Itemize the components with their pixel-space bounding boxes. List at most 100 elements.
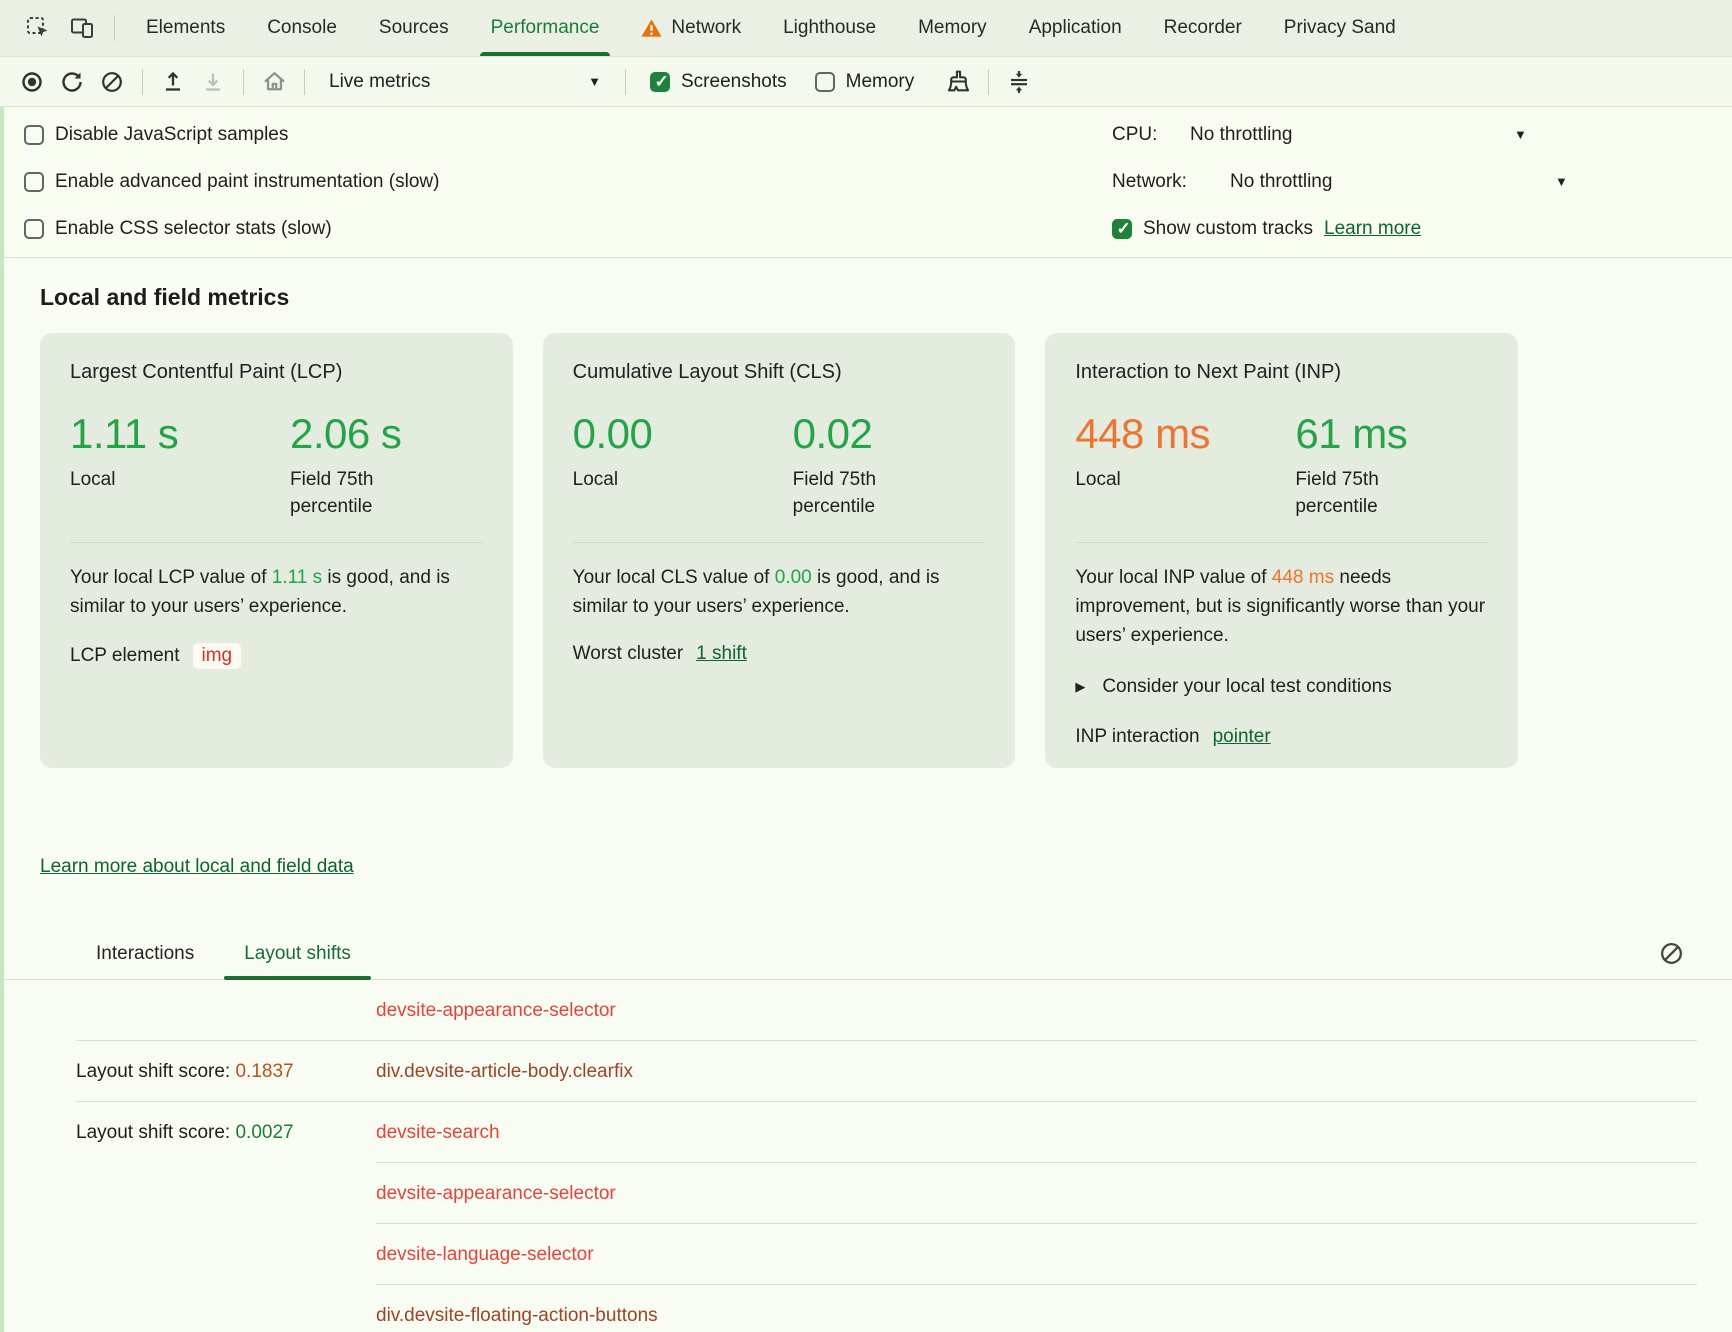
- block-icon: [1660, 943, 1682, 964]
- device-toolbar-button[interactable]: [60, 6, 104, 50]
- local-test-conditions-label: Consider your local test conditions: [1102, 676, 1392, 697]
- tab-recorder[interactable]: Recorder: [1163, 17, 1242, 38]
- lcp-field-value: 2.06 s: [290, 410, 402, 457]
- shift-node-link[interactable]: div.devsite-floating-action-buttons: [376, 1304, 658, 1326]
- tab-elements[interactable]: Elements: [146, 17, 226, 38]
- log-tab-bar: Interactions Layout shifts: [4, 928, 1732, 980]
- tab-interactions[interactable]: Interactions: [96, 942, 195, 964]
- network-throttling-select[interactable]: No throttling: [1230, 170, 1333, 192]
- separator: [304, 68, 305, 95]
- collect-garbage-button[interactable]: [938, 63, 978, 101]
- clear-log-button[interactable]: [1654, 937, 1688, 971]
- home-button[interactable]: [254, 63, 294, 101]
- record-button[interactable]: [12, 63, 52, 101]
- section-heading: Local and field metrics: [40, 284, 290, 310]
- tab-layout-shifts[interactable]: Layout shifts: [224, 928, 371, 980]
- reload-icon: [62, 71, 82, 92]
- lcp-local-value: 1.11 s: [70, 410, 179, 457]
- row-divider: [376, 1223, 1697, 1224]
- clear-button[interactable]: [92, 63, 132, 101]
- lcp-element-node-link[interactable]: img: [192, 643, 242, 669]
- screenshots-checkbox[interactable]: [650, 71, 670, 92]
- separator: [243, 68, 244, 95]
- shift-score-value: 0.0027: [235, 1121, 294, 1143]
- advanced-paint-checkbox[interactable]: [24, 171, 44, 192]
- inp-card: Interaction to Next Paint (INP) 448 ms L…: [1045, 333, 1518, 768]
- shift-node-link[interactable]: devsite-search: [376, 1121, 500, 1143]
- cpu-throttling-row: CPU: No throttling ▼: [1112, 111, 1724, 158]
- shift-node-link[interactable]: div.devsite-article-body.clearfix: [376, 1060, 633, 1082]
- lcp-field-label: Field 75th percentile: [290, 469, 374, 517]
- panel-tabs: Elements Console Sources Performance Net…: [125, 0, 1417, 56]
- tab-application[interactable]: Application: [1028, 17, 1122, 38]
- memory-checkbox[interactable]: [814, 71, 835, 92]
- history-dropdown[interactable]: Live metrics ▼: [315, 63, 615, 101]
- home-icon: [264, 72, 284, 91]
- cls-description: Your local CLS value of 0.00 is good, an…: [572, 567, 940, 617]
- lcp-card-title: Largest Contentful Paint (LCP): [70, 361, 343, 383]
- layout-shift-row: div.devsite-floating-action-buttons: [40, 1285, 1732, 1332]
- advanced-paint-toggle[interactable]: Enable advanced paint instrumentation (s…: [20, 158, 443, 205]
- tab-sources[interactable]: Sources: [378, 17, 449, 38]
- css-selector-stats-checkbox[interactable]: [24, 218, 44, 239]
- shift-score-value: 0.1837: [235, 1060, 294, 1082]
- shift-node-link[interactable]: devsite-appearance-selector: [376, 1182, 616, 1204]
- tab-network[interactable]: Network: [620, 0, 762, 56]
- warning-icon: [641, 19, 662, 37]
- inspect-element-button[interactable]: [16, 6, 60, 50]
- save-profile-button[interactable]: [193, 63, 233, 101]
- live-metrics-log: Interactions Layout shifts devsite-appea…: [4, 928, 1732, 1332]
- layout-shift-row: Layout shift score: 0.0027 devsite-searc…: [40, 1102, 1732, 1163]
- chevron-down-icon[interactable]: ▼: [1555, 174, 1568, 189]
- cpu-throttling-select[interactable]: No throttling: [1190, 123, 1293, 145]
- tab-console[interactable]: Console: [267, 17, 337, 38]
- performance-panel-body: Disable JavaScript samples Enable advanc…: [0, 107, 1732, 1332]
- shift-node-link[interactable]: devsite-language-selector: [376, 1243, 594, 1265]
- inp-field-block: 61 ms Field 75th percentile: [1295, 410, 1488, 520]
- inp-field-label: Field 75th percentile: [1295, 469, 1379, 517]
- disable-js-samples-checkbox[interactable]: [24, 124, 44, 145]
- record-and-reload-button[interactable]: [52, 63, 92, 101]
- layout-shift-row: Layout shift score: 0.1837 div.devsite-a…: [40, 1041, 1732, 1102]
- collapse-icon: [1011, 70, 1028, 93]
- tab-lighthouse[interactable]: Lighthouse: [783, 17, 877, 38]
- learn-more-local-field-link[interactable]: Learn more about local and field data: [40, 856, 354, 877]
- cls-local-label: Local: [572, 469, 619, 490]
- shift-node-link[interactable]: devsite-appearance-selector: [376, 999, 616, 1021]
- inp-interaction-link[interactable]: pointer: [1212, 726, 1271, 747]
- worst-cluster-label: Worst cluster: [572, 643, 684, 664]
- layout-shift-row: devsite-appearance-selector: [40, 1163, 1732, 1224]
- layout-shift-row: devsite-language-selector: [40, 1224, 1732, 1285]
- upload-icon: [166, 71, 180, 91]
- local-test-conditions-disclosure[interactable]: ▶ Consider your local test conditions: [1075, 676, 1488, 698]
- worst-cluster-link[interactable]: 1 shift: [696, 643, 747, 664]
- history-dropdown-value: Live metrics: [329, 70, 431, 92]
- tab-memory[interactable]: Memory: [918, 17, 987, 38]
- load-profile-button[interactable]: [153, 63, 193, 101]
- devtools-tab-bar: Elements Console Sources Performance Net…: [0, 0, 1732, 57]
- tab-performance[interactable]: Performance: [470, 0, 621, 56]
- card-divider: [1075, 542, 1488, 543]
- card-divider: [572, 542, 986, 543]
- disable-js-samples-label: Disable JavaScript samples: [55, 123, 289, 145]
- row-divider: [376, 1284, 1697, 1285]
- disable-js-samples-toggle[interactable]: Disable JavaScript samples: [20, 111, 443, 158]
- lcp-local-label: Local: [70, 469, 116, 490]
- memory-toggle[interactable]: Memory: [801, 71, 929, 93]
- collapse-panel-button[interactable]: [999, 63, 1039, 101]
- cls-field-block: 0.02 Field 75th percentile: [793, 410, 986, 520]
- css-selector-stats-toggle[interactable]: Enable CSS selector stats (slow): [20, 205, 443, 252]
- screenshots-toggle[interactable]: Screenshots: [636, 71, 801, 93]
- inspect-cursor-icon: [27, 17, 48, 37]
- live-metrics-view: Local and field metrics Largest Contentf…: [4, 258, 1732, 1332]
- inp-local-label: Local: [1075, 469, 1121, 490]
- chevron-down-icon[interactable]: ▼: [1514, 127, 1527, 142]
- inp-local-block: 448 ms Local: [1075, 410, 1295, 520]
- network-throttling-row: Network: No throttling ▼: [1112, 158, 1724, 205]
- custom-tracks-learn-more-link[interactable]: Learn more: [1324, 217, 1422, 239]
- custom-tracks-checkbox[interactable]: [1112, 218, 1132, 239]
- row-divider: [76, 1040, 1697, 1041]
- tab-privacy-sandbox[interactable]: Privacy Sand: [1283, 17, 1396, 38]
- download-icon: [206, 73, 220, 91]
- layout-shift-row: devsite-appearance-selector: [40, 980, 1732, 1041]
